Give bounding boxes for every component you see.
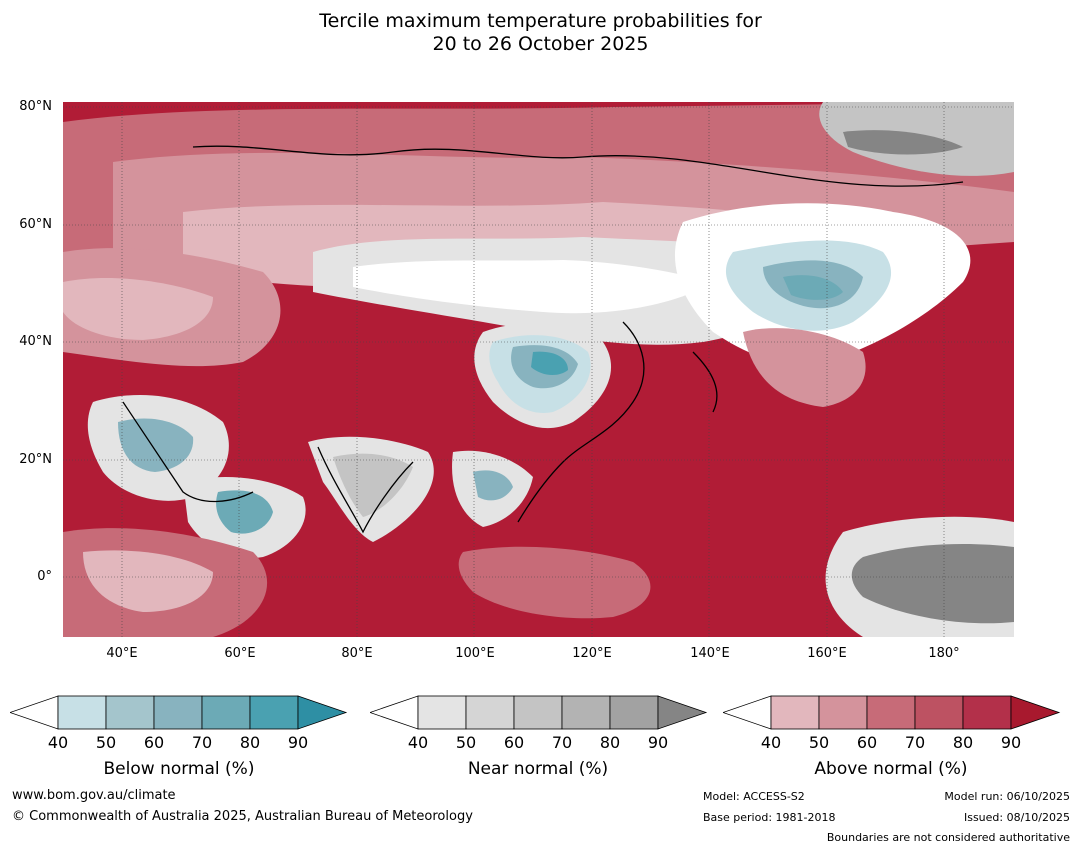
below-tick-60: 60 — [143, 733, 165, 752]
lat-label-40n: 40°N — [19, 334, 52, 349]
lat-label-20n: 20°N — [19, 452, 52, 467]
region-near-60-india — [333, 453, 413, 517]
near-tick-50: 50 — [455, 733, 477, 752]
near-tick-60: 60 — [503, 733, 525, 752]
colorbar-above — [723, 695, 1061, 730]
probability-map — [63, 102, 1014, 637]
coastline-india — [317, 446, 414, 534]
region-below-60-indochina — [473, 470, 513, 501]
above-tick-90: 90 — [1000, 733, 1022, 752]
above-colorbar-left-extend — [723, 695, 772, 730]
lon-label-120e: 120°E — [572, 646, 612, 661]
region-above-70-maritime — [458, 546, 651, 619]
below-tick-70: 70 — [191, 733, 213, 752]
near-colorbar-segment — [561, 695, 611, 730]
footer-issued: Issued: 08/10/2025 — [963, 811, 1070, 824]
footer-model: Model: ACCESS-S2 — [703, 790, 805, 803]
map-graticule — [63, 102, 1014, 637]
coastline-arctic — [192, 145, 964, 187]
colorbar-near — [370, 695, 708, 730]
above-colorbar-right-extend — [1010, 695, 1061, 730]
lat-label-80n: 80°N — [19, 99, 52, 114]
below-colorbar-segment — [153, 695, 203, 730]
lat-label-60n: 60°N — [19, 217, 52, 232]
above-colorbar-segment — [818, 695, 868, 730]
chart-title: Tercile maximum temperature probabilitie… — [0, 10, 1081, 56]
above-colorbar-segment — [770, 695, 820, 730]
below-tick-90: 90 — [287, 733, 309, 752]
above-tick-50: 50 — [808, 733, 830, 752]
below-colorbar-segment — [105, 695, 155, 730]
lon-label-100e: 100°E — [455, 646, 495, 661]
near-tick-80: 80 — [599, 733, 621, 752]
coastline-east-asia — [517, 321, 645, 523]
region-above-50-japan — [743, 328, 866, 407]
region-below-70-manchuria — [783, 275, 843, 300]
region-near-90-pacific — [851, 544, 1014, 624]
near-colorbar-segment — [513, 695, 563, 730]
below-colorbar-segment — [201, 695, 251, 730]
lon-label-160e: 160°E — [807, 646, 847, 661]
above-colorbar-segment — [962, 695, 1012, 730]
lon-label-60e: 60°E — [224, 646, 256, 661]
colorbar-below — [10, 695, 348, 730]
lon-label-40e: 40°E — [106, 646, 138, 661]
below-colorbar-segment — [57, 695, 107, 730]
lon-label-80e: 80°E — [341, 646, 373, 661]
near-tick-70: 70 — [551, 733, 573, 752]
region-below-70-arabian-sea — [216, 490, 273, 534]
lon-label-140e: 140°E — [690, 646, 730, 661]
lat-label-0: 0° — [37, 569, 52, 584]
region-below-80-china — [531, 351, 568, 376]
above-tick-60: 60 — [856, 733, 878, 752]
colorbar-above-title: Above normal (%) — [814, 759, 968, 779]
near-colorbar-left-extend — [370, 695, 419, 730]
footer-url: www.bom.gov.au/climate — [12, 788, 176, 803]
below-tick-80: 80 — [239, 733, 261, 752]
region-above-40-west-asia — [63, 277, 213, 340]
above-colorbar-segment — [914, 695, 964, 730]
below-tick-40: 40 — [47, 733, 69, 752]
below-colorbar-left-extend — [10, 695, 59, 730]
above-tick-70: 70 — [904, 733, 926, 752]
colorbar-below-title: Below normal (%) — [103, 759, 255, 779]
near-colorbar-segment — [609, 695, 659, 730]
region-near-90-arctic — [843, 130, 963, 155]
near-tick-90: 90 — [647, 733, 669, 752]
coastline-japan — [692, 351, 718, 413]
footer-model-run: Model run: 06/10/2025 — [944, 790, 1070, 803]
below-colorbar-right-extend — [297, 695, 348, 730]
below-colorbar-segment — [249, 695, 299, 730]
above-colorbar-segment — [866, 695, 916, 730]
region-neutral-mongolia — [353, 260, 713, 314]
region-below-60-arabia — [118, 418, 194, 472]
colorbar-near-title: Near normal (%) — [467, 759, 609, 779]
near-colorbar-right-extend — [657, 695, 708, 730]
above-tick-80: 80 — [952, 733, 974, 752]
footer-base-period: Base period: 1981-2018 — [703, 811, 836, 824]
coastline-arabia — [122, 401, 254, 503]
lon-label-180: 180° — [928, 646, 960, 661]
footer-disclaimer: Boundaries are not considered authoritat… — [826, 831, 1070, 844]
below-tick-50: 50 — [95, 733, 117, 752]
title-line-1: Tercile maximum temperature probabilitie… — [319, 10, 762, 32]
title-line-2: 20 to 26 October 2025 — [432, 33, 649, 55]
near-colorbar-segment — [417, 695, 467, 730]
region-above-40-africa — [83, 550, 213, 612]
near-tick-40: 40 — [407, 733, 429, 752]
above-tick-40: 40 — [760, 733, 782, 752]
near-colorbar-segment — [465, 695, 515, 730]
footer-copyright: © Commonwealth of Australia 2025, Austra… — [12, 809, 473, 824]
